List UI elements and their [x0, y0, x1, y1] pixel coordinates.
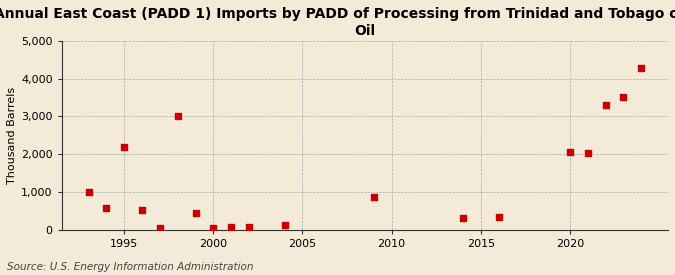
- Point: [83, 190, 94, 194]
- Point: [155, 226, 165, 230]
- Point: [136, 208, 147, 212]
- Point: [244, 225, 254, 229]
- Text: Source: U.S. Energy Information Administration: Source: U.S. Energy Information Administ…: [7, 262, 253, 272]
- Y-axis label: Thousand Barrels: Thousand Barrels: [7, 87, 17, 184]
- Point: [119, 144, 130, 149]
- Point: [564, 150, 575, 155]
- Point: [369, 194, 379, 199]
- Point: [190, 211, 201, 215]
- Point: [225, 225, 236, 229]
- Point: [279, 223, 290, 227]
- Point: [618, 94, 629, 99]
- Point: [583, 151, 593, 155]
- Point: [172, 114, 183, 119]
- Point: [208, 226, 219, 230]
- Point: [458, 216, 468, 221]
- Title: Annual East Coast (PADD 1) Imports by PADD of Processing from Trinidad and Tobag: Annual East Coast (PADD 1) Imports by PA…: [0, 7, 675, 38]
- Point: [636, 66, 647, 70]
- Point: [101, 206, 112, 210]
- Point: [600, 103, 611, 107]
- Point: [493, 215, 504, 220]
